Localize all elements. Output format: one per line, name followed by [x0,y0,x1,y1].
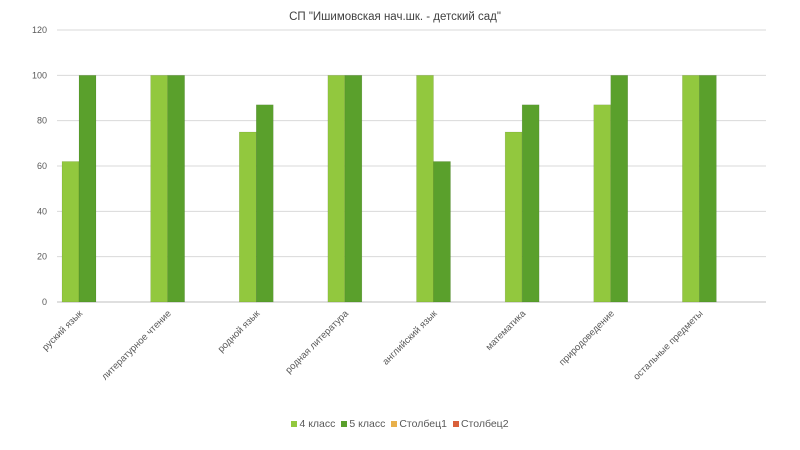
y-tick-label: 60 [37,161,47,171]
bar [682,75,700,303]
legend-label: 5 класс [349,418,386,430]
bar [327,75,346,303]
bar [167,75,185,303]
y-tick-label: 40 [37,206,47,216]
legend-item: 4 класс [291,418,335,430]
bar [78,75,97,303]
bars [61,75,717,303]
x-tick-label: математика [484,308,529,353]
x-tick-label: родная литература [283,308,351,376]
bar [521,104,540,303]
legend-swatch [291,421,298,427]
x-tick-label: английский язык [381,308,441,368]
legend-item: 5 класс [341,418,385,430]
legend-label: Столбец2 [460,418,509,430]
y-tick-label: 120 [32,25,47,35]
y-tick-label: 80 [37,116,47,126]
bar [344,75,363,303]
bar [416,75,434,303]
legend: 4 класс 5 класс Столбец1 Столбец2 [0,418,800,430]
bar [61,161,80,303]
legend-label: Столбец1 [399,418,447,430]
bar [610,75,628,303]
chart-title: СП "Ишимовская нач.шк. - детский сад" [289,11,501,23]
legend-item: Столбец2 [452,418,509,430]
legend-label: 4 класс [299,418,336,430]
y-axis-ticks: 0 20 40 60 80 100 120 [32,25,47,307]
legend-item: Столбец1 [391,418,447,430]
y-tick-label: 100 [32,70,47,80]
bar [433,161,451,303]
x-tick-label: остальные предметы [631,308,705,382]
legend-swatch [391,421,398,427]
y-tick-label: 20 [37,252,47,262]
legend-swatch [452,421,459,427]
bar [504,131,523,303]
legend-swatch [341,421,348,427]
x-tick-label: руский язык [40,308,85,353]
bar [239,131,257,303]
bar [256,104,274,303]
y-tick-label: 0 [42,297,47,307]
x-axis-ticks: руский язык литературное чтение родной язы… [40,308,705,383]
x-tick-label: литературное чтение [100,308,174,382]
x-tick-label: родной язык [216,308,263,355]
bar [699,75,717,303]
x-tick-label: природоведение [557,308,617,368]
bar [150,75,168,303]
bar [593,104,611,303]
